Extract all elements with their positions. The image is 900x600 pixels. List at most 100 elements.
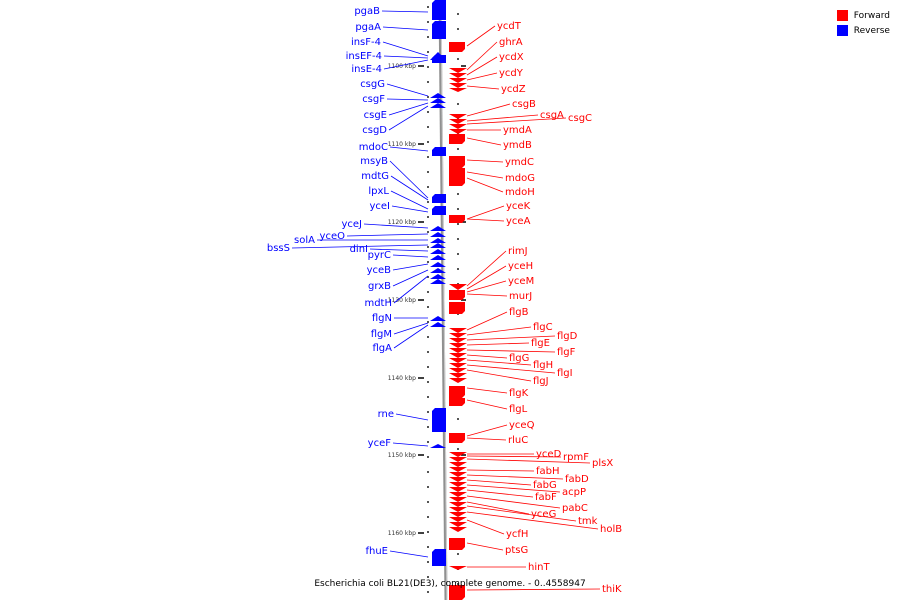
forward-gene-label[interactable]: yceG — [531, 509, 556, 520]
forward-gene-feature[interactable] — [449, 452, 467, 457]
forward-gene-label[interactable]: flgF — [557, 347, 576, 358]
reverse-gene-feature[interactable] — [430, 262, 446, 267]
reverse-gene-feature[interactable] — [430, 93, 446, 98]
forward-gene-feature[interactable] — [449, 502, 467, 507]
reverse-gene-label[interactable]: pyrC — [368, 250, 391, 261]
reverse-gene-label[interactable]: mdoC — [359, 142, 388, 153]
forward-gene-label[interactable]: mdoG — [505, 173, 535, 184]
forward-gene-feature[interactable] — [449, 472, 467, 477]
forward-gene-feature[interactable] — [449, 348, 467, 353]
reverse-gene-label[interactable]: insE-4 — [351, 64, 382, 75]
forward-gene-label[interactable]: csgA — [540, 110, 564, 121]
forward-gene-feature[interactable] — [449, 457, 467, 462]
forward-gene-feature[interactable] — [449, 477, 467, 482]
forward-gene-feature[interactable] — [449, 482, 467, 487]
forward-gene-label[interactable]: hinT — [528, 562, 550, 573]
forward-gene-feature[interactable] — [449, 338, 467, 343]
forward-gene-feature[interactable] — [449, 302, 465, 314]
forward-gene-feature[interactable] — [449, 215, 465, 223]
forward-gene-feature[interactable] — [449, 78, 467, 83]
forward-gene-label[interactable]: murJ — [509, 291, 532, 302]
reverse-gene-feature[interactable] — [430, 255, 446, 260]
reverse-gene-label[interactable]: pgaA — [355, 22, 381, 33]
forward-gene-label[interactable]: csgB — [512, 99, 536, 110]
forward-gene-label[interactable]: yceK — [506, 201, 531, 212]
reverse-gene-label[interactable]: yceO — [320, 231, 346, 242]
reverse-gene-feature[interactable] — [432, 0, 446, 20]
forward-gene-feature[interactable] — [449, 68, 467, 73]
forward-gene-label[interactable]: flgL — [509, 404, 528, 415]
forward-gene-feature[interactable] — [449, 566, 467, 570]
reverse-gene-feature[interactable] — [430, 444, 446, 448]
reverse-gene-feature[interactable] — [432, 408, 446, 432]
forward-gene-label[interactable]: rpmF — [563, 452, 589, 463]
forward-gene-label[interactable]: ymdA — [503, 125, 532, 136]
reverse-gene-label[interactable]: mdtG — [361, 171, 389, 182]
forward-gene-label[interactable]: ycdZ — [501, 84, 526, 95]
forward-gene-label[interactable]: flgE — [531, 338, 550, 349]
forward-gene-feature[interactable] — [449, 368, 467, 373]
forward-gene-label[interactable]: fabH — [536, 466, 560, 477]
forward-gene-label[interactable]: ptsG — [505, 545, 528, 556]
reverse-gene-feature[interactable] — [430, 322, 446, 327]
reverse-gene-label[interactable]: csgE — [364, 110, 387, 121]
forward-gene-feature[interactable] — [449, 497, 467, 502]
forward-gene-label[interactable]: csgC — [568, 113, 592, 124]
forward-gene-label[interactable]: yceA — [506, 216, 531, 227]
forward-gene-feature[interactable] — [449, 386, 465, 398]
reverse-gene-feature[interactable] — [430, 316, 446, 321]
reverse-gene-label[interactable]: flgA — [373, 343, 393, 354]
forward-gene-feature[interactable] — [449, 114, 467, 119]
reverse-gene-feature[interactable] — [430, 249, 446, 254]
forward-gene-label[interactable]: holB — [600, 524, 622, 535]
forward-gene-label[interactable]: plsX — [592, 458, 613, 469]
forward-gene-label[interactable]: ymdC — [505, 157, 534, 168]
forward-gene-feature[interactable] — [449, 42, 465, 52]
forward-gene-feature[interactable] — [449, 492, 467, 497]
forward-gene-label[interactable]: flgC — [533, 322, 553, 333]
forward-gene-feature[interactable] — [449, 119, 467, 124]
reverse-gene-label[interactable]: yceJ — [341, 219, 362, 230]
forward-gene-label[interactable]: flgK — [509, 388, 529, 399]
reverse-gene-label[interactable]: yceB — [367, 265, 392, 276]
forward-gene-feature[interactable] — [449, 343, 467, 348]
forward-gene-feature[interactable] — [449, 517, 467, 522]
forward-gene-feature[interactable] — [449, 284, 467, 290]
forward-gene-label[interactable]: tmk — [578, 516, 598, 527]
reverse-gene-feature[interactable] — [432, 206, 446, 215]
reverse-gene-feature[interactable] — [430, 232, 446, 237]
reverse-gene-label[interactable]: csgD — [362, 125, 387, 136]
forward-gene-feature[interactable] — [449, 467, 467, 472]
forward-gene-label[interactable]: ghrA — [499, 37, 523, 48]
reverse-gene-label[interactable]: grxB — [368, 281, 391, 292]
forward-gene-label[interactable]: acpP — [562, 487, 586, 498]
reverse-gene-label[interactable]: mdtH — [364, 298, 392, 309]
reverse-gene-feature[interactable] — [432, 194, 446, 203]
forward-gene-label[interactable]: flgD — [557, 331, 578, 342]
reverse-gene-feature[interactable] — [430, 243, 446, 248]
reverse-gene-feature[interactable] — [432, 549, 446, 566]
forward-gene-feature[interactable] — [449, 129, 467, 134]
reverse-gene-feature[interactable] — [430, 103, 446, 108]
forward-gene-feature[interactable] — [449, 353, 467, 358]
forward-gene-label[interactable]: pabC — [562, 503, 588, 514]
reverse-gene-label[interactable]: dinI — [350, 244, 368, 255]
forward-gene-feature[interactable] — [449, 156, 465, 168]
reverse-gene-label[interactable]: fhuE — [365, 546, 388, 557]
reverse-gene-label[interactable]: rne — [378, 409, 394, 420]
forward-gene-feature[interactable] — [449, 538, 465, 550]
forward-gene-feature[interactable] — [449, 358, 467, 363]
forward-gene-label[interactable]: yceD — [536, 449, 562, 460]
reverse-gene-feature[interactable] — [432, 55, 446, 63]
forward-gene-feature[interactable] — [449, 433, 465, 443]
forward-gene-feature[interactable] — [449, 134, 465, 144]
forward-gene-feature[interactable] — [449, 522, 467, 527]
reverse-gene-label[interactable]: yceF — [368, 438, 392, 449]
reverse-gene-label[interactable]: flgN — [372, 313, 392, 324]
forward-gene-label[interactable]: flgG — [509, 353, 529, 364]
forward-gene-label[interactable]: fabD — [565, 474, 589, 485]
reverse-gene-feature[interactable] — [430, 226, 446, 231]
forward-gene-feature[interactable] — [449, 73, 467, 78]
forward-gene-feature[interactable] — [449, 290, 465, 300]
reverse-gene-label[interactable]: insF-4 — [351, 37, 381, 48]
